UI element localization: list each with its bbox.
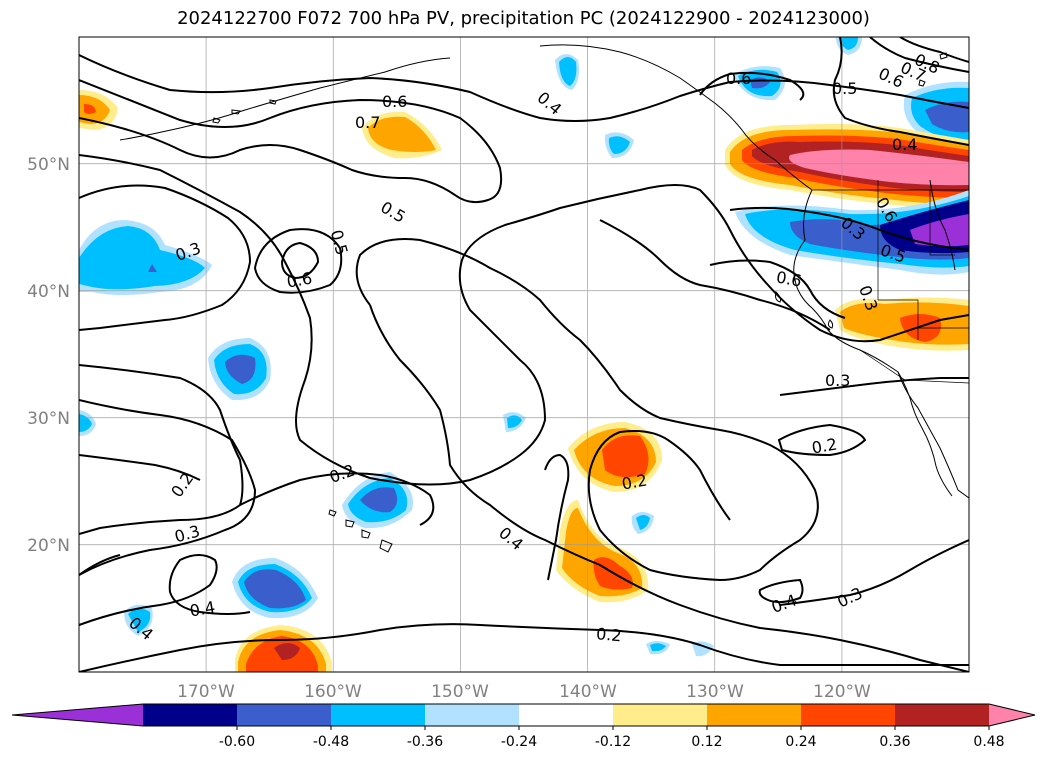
- contour-label: 0.6: [726, 69, 751, 88]
- lat-label: 50°N: [27, 155, 70, 175]
- lat-label: 20°N: [27, 536, 70, 556]
- contour-label: 0.5: [832, 79, 857, 98]
- colorbar-swatch: [331, 704, 426, 726]
- contour-label: 0.4: [188, 597, 216, 620]
- contour-label: 0.6: [285, 268, 313, 291]
- colorbar-extend-high: [989, 704, 1035, 726]
- colorbar-extend-low: [12, 704, 143, 726]
- contour-label: 0.2: [810, 434, 838, 457]
- lon-label: 170°W: [177, 682, 235, 702]
- colorbar-tick-label: 0.24: [785, 734, 816, 750]
- colorbar-swatch: [143, 704, 238, 726]
- colorbar-tick-label: -0.48: [313, 734, 349, 750]
- lat-label: 30°N: [27, 409, 70, 429]
- colorbar-tick-label: -0.60: [219, 734, 255, 750]
- colorbar-tick-label: -0.24: [501, 734, 537, 750]
- colorbar-swatch: [801, 704, 896, 726]
- lon-label: 150°W: [431, 682, 489, 702]
- lon-label: 120°W: [813, 682, 871, 702]
- colorbar-swatch: [425, 704, 520, 726]
- graticule: [79, 37, 969, 672]
- colorbar-tick-label: 0.48: [973, 734, 1004, 750]
- colorbar-tick-label: -0.12: [595, 734, 631, 750]
- precip-shading: [79, 37, 969, 672]
- colorbar-swatch: [895, 704, 990, 726]
- colorbar-swatch: [707, 704, 802, 726]
- pv-contours: [79, 37, 969, 672]
- lat-label: 40°N: [27, 282, 70, 302]
- longitude-labels: 170°W 160°W 150°W 140°W 130°W 120°W: [177, 682, 871, 702]
- map-title: 2024122700 F072 700 hPa PV, precipitatio…: [177, 8, 870, 29]
- colorbar-tick-label: -0.36: [407, 734, 443, 750]
- contour-label: 0.6: [775, 267, 803, 290]
- contour-label: 0.7: [355, 113, 380, 132]
- colorbar-swatch: [237, 704, 332, 726]
- lon-label: 160°W: [304, 682, 362, 702]
- colorbar-outline: [11, 703, 1036, 727]
- contour-label: 0.3: [825, 371, 850, 390]
- lon-label: 130°W: [686, 682, 744, 702]
- colorbar-swatch: [613, 704, 708, 726]
- lon-label: 140°W: [559, 682, 617, 702]
- colorbar: -0.60 -0.48 -0.36 -0.24 -0.12 0.12 0.24 0.36 0.4…: [11, 703, 1036, 750]
- coastlines: [119, 44, 969, 553]
- contour-label: 0.6: [382, 92, 407, 111]
- contour-label: 0.2: [620, 470, 648, 493]
- colorbar-tick-label: 0.12: [691, 734, 722, 750]
- contour-label: 0.4: [892, 135, 917, 154]
- latitude-labels: 50°N 40°N 30°N 20°N: [27, 155, 70, 556]
- contour-label: 0.2: [595, 624, 622, 645]
- colorbar-swatch: [519, 704, 614, 726]
- map-frame: [78, 36, 970, 673]
- colorbar-tick-label: 0.36: [879, 734, 910, 750]
